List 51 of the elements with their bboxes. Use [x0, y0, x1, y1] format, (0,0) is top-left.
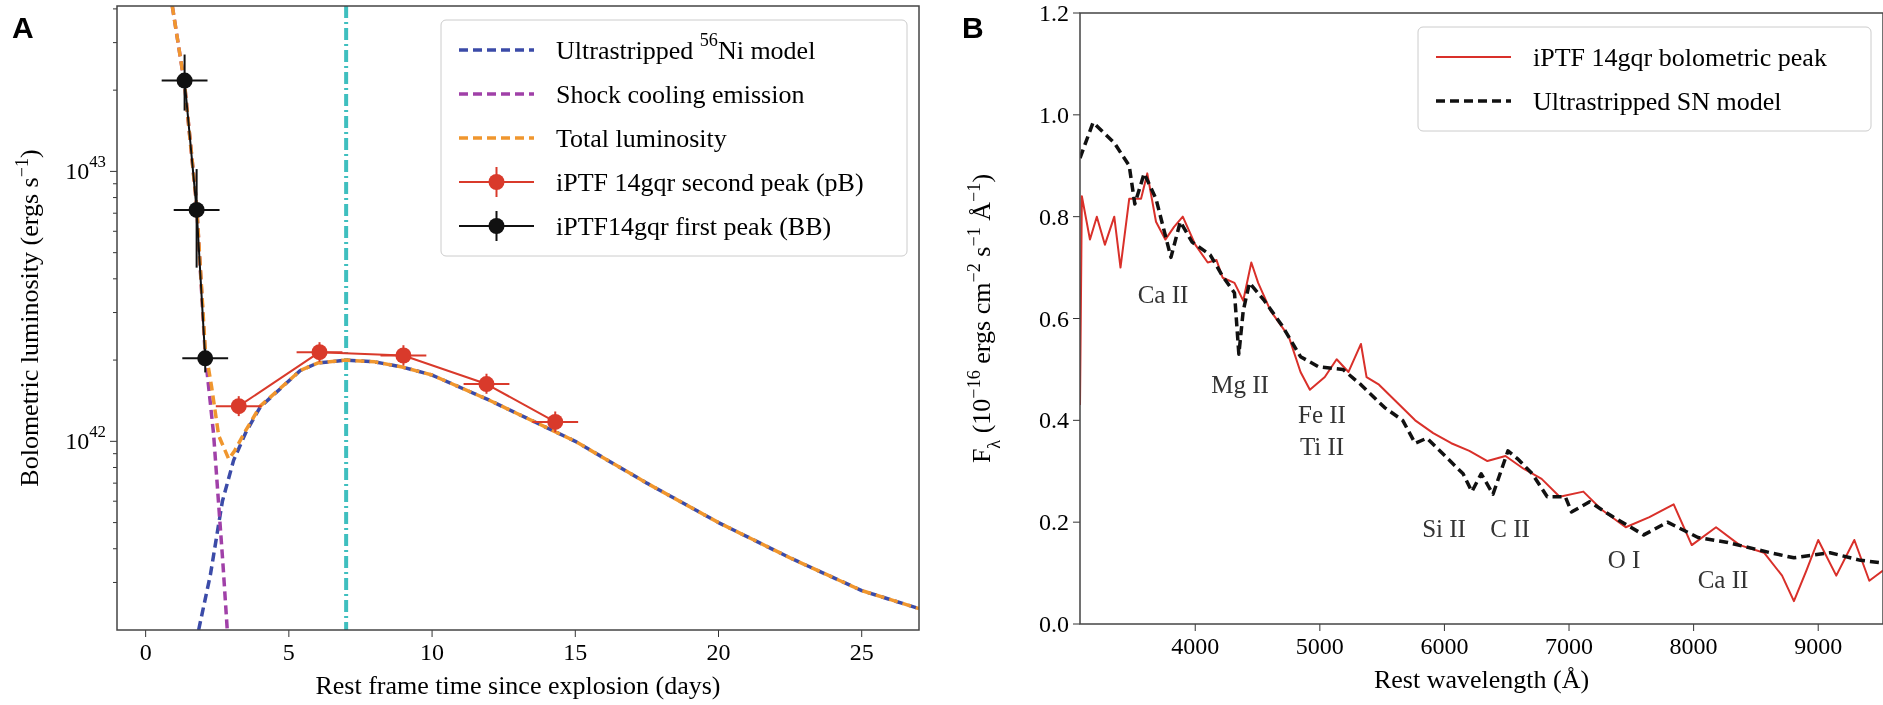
- line-series: [196, 358, 919, 630]
- point: [188, 201, 205, 218]
- line-series: [1080, 172, 1883, 603]
- x-tick-label: 0: [139, 639, 152, 665]
- legend-label: Ultrastripped SN model: [1533, 86, 1782, 116]
- annotation: Si II: [1422, 514, 1466, 542]
- annotation: Ca II: [1697, 565, 1749, 593]
- x-tick-label: 8000: [1669, 633, 1718, 659]
- y-tick-label: 0.8: [1039, 203, 1069, 230]
- x-tick-label: 6000: [1420, 633, 1469, 659]
- point: [547, 413, 564, 430]
- point: [176, 72, 193, 89]
- y-tick-label: 0.2: [1039, 509, 1069, 536]
- x-axis-title: Rest frame time since explosion (days): [315, 671, 721, 700]
- x-tick-label: 15: [563, 639, 588, 665]
- annotation: Ca II: [1137, 280, 1189, 308]
- chart-title: A: [12, 11, 34, 44]
- legend-label: Ultrastripped $^{56}$Ni model: [556, 30, 816, 65]
- point: [311, 344, 328, 361]
- annotation: Ti II: [1299, 432, 1345, 460]
- point: [395, 347, 412, 364]
- point: [230, 398, 247, 415]
- annotation: Mg II: [1211, 370, 1269, 398]
- y-tick-label: 0.6: [1039, 305, 1069, 332]
- y-tick-label: 1.2: [1039, 0, 1069, 26]
- y-tick-label: 10$^{42}$: [65, 422, 106, 455]
- legend-label: Shock cooling emission: [556, 79, 805, 109]
- y-tick-label: 1.0: [1039, 101, 1069, 128]
- x-tick-label: 20: [706, 639, 731, 665]
- legend-label: iPTF14gqr first peak (BB): [556, 211, 832, 241]
- point: [478, 376, 495, 393]
- annotation: Fe II: [1298, 400, 1346, 428]
- x-tick-label: 5: [282, 639, 295, 665]
- x-tick-label: 9000: [1794, 633, 1843, 659]
- x-tick-label: 7000: [1545, 633, 1594, 659]
- chart-title: B: [962, 11, 984, 44]
- annotation: C II: [1490, 514, 1530, 542]
- x-tick-label: 4000: [1171, 633, 1220, 659]
- legend-label: iPTF 14gqr second peak (pB): [556, 167, 864, 197]
- legend-label: Total luminosity: [556, 123, 727, 153]
- line-series: [170, 6, 919, 611]
- point: [197, 350, 214, 367]
- x-tick-label: 5000: [1295, 633, 1344, 659]
- y-tick-label: 0.0: [1039, 611, 1069, 637]
- legend-label: iPTF 14gqr bolometric peak: [1533, 42, 1827, 72]
- y-tick-label: 0.4: [1039, 407, 1069, 434]
- annotation: O I: [1607, 545, 1641, 573]
- x-tick-label: 10: [420, 639, 445, 665]
- y-tick-label: 10$^{43}$: [65, 152, 106, 185]
- x-tick-label: 25: [849, 639, 874, 665]
- x-axis-title: Rest wavelength (Å): [1373, 665, 1590, 694]
